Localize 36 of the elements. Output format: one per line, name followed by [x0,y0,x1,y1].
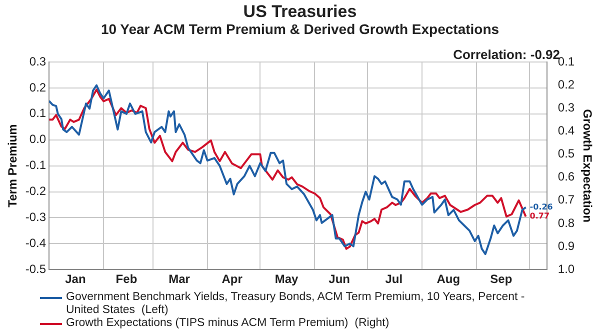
legend-label: Growth Expectations (TIPS minus ACM Term Premium) (Right) [66,317,390,330]
y-axis-title: Term Premium [6,124,20,208]
x-tick-label: Jan [65,272,86,286]
x-tick-label: Sep [490,272,512,286]
y2-tick-label: 0.3 [558,100,575,114]
y2-tick-label: 0.4 [558,124,575,138]
y2-tick-label: 0.7 [558,192,575,207]
y2-tick-label: 0.5 [558,146,575,161]
y2-tick-label: 0.6 [558,170,575,184]
y-tick-label: 0.3 [29,54,46,68]
y-tick-label: -0.1 [25,158,46,172]
y-tick-label: 0.0 [29,132,46,146]
y2-tick-label: 0.1 [558,54,575,68]
y2-tick-label: 0.9 [558,238,575,253]
data-label: 0.77 [530,212,550,221]
data-label: -0.26 [530,202,554,212]
x-tick-label: Jun [328,272,350,286]
y-tick-label: -0.5 [25,262,46,276]
y-tick-label: 0.2 [29,80,46,94]
y2-tick-label: 1.0 [558,262,575,276]
y-tick-label: -0.2 [25,184,46,198]
legend-label: Government Benchmark Yields, Treasury Bonds, ACM Term Premium, 10 Years, Percent - United States (Left) [66,291,526,317]
y-tick-label: 0.1 [29,106,46,120]
chart-subtitle: 10 Year ACM Term Premium & Derived Growth Expectations [100,21,500,37]
x-tick-label: Mar [168,272,190,286]
x-tick-label: Jul [385,272,403,286]
y2-axis-title: Growth Expectation [580,109,594,222]
x-tick-label: Feb [116,272,138,286]
y-tick-label: -0.3 [25,210,46,224]
y2-tick-label: 0.2 [558,77,575,92]
chart-title: US Treasuries [242,2,358,22]
y2-tick-label: 0.8 [558,216,575,230]
x-tick-label: Aug [436,272,460,286]
y-tick-label: -0.4 [25,236,46,250]
x-tick-label: Apr [222,272,243,286]
x-tick-label: May [274,272,299,286]
